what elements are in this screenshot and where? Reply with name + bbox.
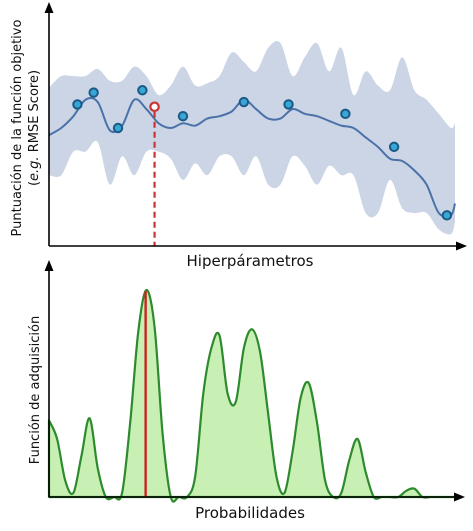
confidence-band xyxy=(49,41,455,235)
observation-point xyxy=(137,85,148,96)
acquisition-area xyxy=(47,288,457,503)
observation-point xyxy=(238,96,250,108)
observation-point xyxy=(388,141,400,153)
objective-x-arrow xyxy=(456,241,467,251)
objective-y-sublabel: (e.g. RMSE Score) xyxy=(27,70,42,186)
observation-point xyxy=(88,87,99,98)
objective-y-label: Puntuación de la función objetivo xyxy=(10,20,25,237)
acquisition-y-arrow xyxy=(44,260,54,271)
observation-point xyxy=(72,99,83,110)
acquisition-panel: Probabilidades Función de adquisición xyxy=(28,260,465,522)
observation-point xyxy=(283,99,294,110)
observation-points xyxy=(72,85,453,221)
observation-point xyxy=(441,210,453,221)
observation-point xyxy=(177,111,189,122)
objective-panel: Hiperpárametros Puntuación de la función… xyxy=(10,2,467,270)
acquisition-x-label: Probabilidades xyxy=(195,504,305,522)
observation-point xyxy=(340,108,351,120)
acquisition-x-arrow xyxy=(454,492,465,502)
objective-y-arrow xyxy=(44,2,54,13)
highlight-point xyxy=(149,101,160,113)
acquisition-y-label: Función de adquisición xyxy=(28,316,43,464)
observation-point xyxy=(112,122,124,134)
objective-x-label: Hiperpárametros xyxy=(187,252,314,270)
